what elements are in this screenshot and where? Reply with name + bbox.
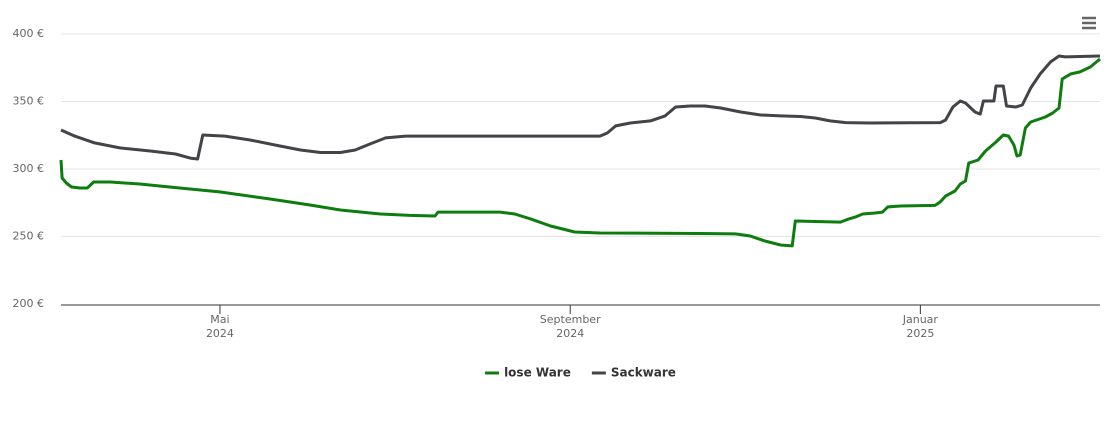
x-tick-label: September 2024 xyxy=(540,313,601,340)
menu-button[interactable] xyxy=(1080,15,1098,31)
y-tick-label: 400 € xyxy=(13,27,45,40)
legend-label: lose Ware xyxy=(504,366,571,380)
y-tick-label: 300 € xyxy=(13,162,45,175)
legend: lose Ware Sackware xyxy=(485,366,676,380)
x-tick-label: Mai 2024 xyxy=(206,313,234,340)
y-tick-label: 200 € xyxy=(13,297,45,310)
legend-item[interactable]: Sackware xyxy=(591,366,676,380)
y-tick-label: 250 € xyxy=(13,230,45,243)
y-tick-label: 350 € xyxy=(13,95,45,108)
legend-item[interactable]: lose Ware xyxy=(485,366,571,380)
series-line xyxy=(60,54,1101,161)
x-tick-label: Januar 2025 xyxy=(902,313,939,340)
legend-label: Sackware xyxy=(611,366,676,380)
series-line xyxy=(59,57,1101,248)
